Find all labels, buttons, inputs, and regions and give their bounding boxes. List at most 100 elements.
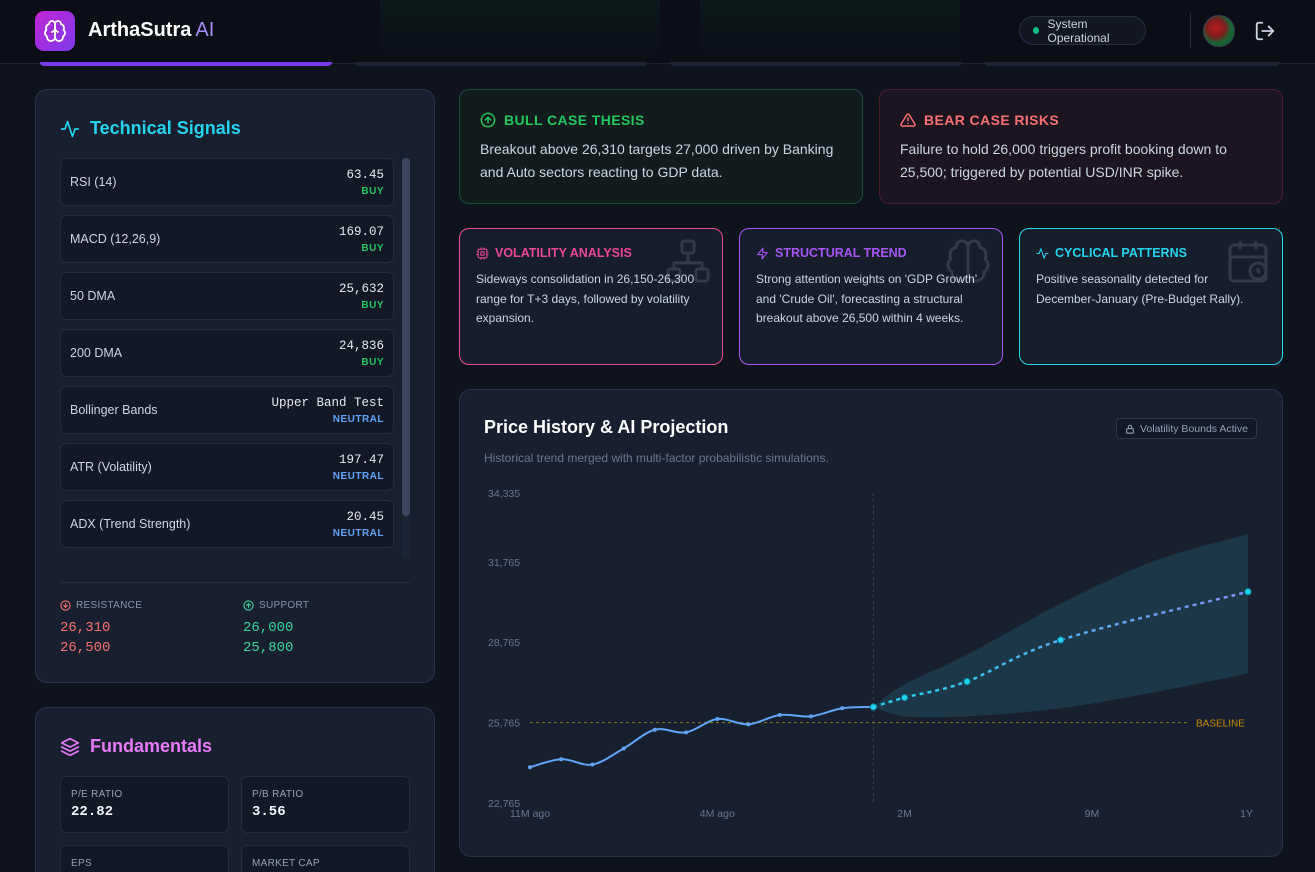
structural-title: STRUCTURAL TREND [756,246,907,260]
fundamentals-card: Fundamentals P/E RATIO 22.82 P/B RATIO 3… [35,707,435,872]
historical-point [652,727,657,732]
projection-point [869,703,878,711]
y-tick-label: 25,765 [488,718,520,730]
x-tick-label: 9M [1085,808,1100,820]
bear-title-text: BEAR CASE RISKS [924,112,1060,128]
brand-name[interactable]: ArthaSutra AI [88,19,214,42]
signal-name: 200 DMA [70,346,123,360]
signal-row[interactable]: ADX (Trend Strength) 20.45 NEUTRAL [60,500,394,548]
signal-row[interactable]: 200 DMA 24,836 BUY [60,329,394,377]
signal-tag: NEUTRAL [332,414,384,425]
price-chart[interactable]: 34,335 31,765 28,765 25,765 22,765 BASELINE 11… [460,390,1284,858]
fundamental-item: P/B RATIO 3.56 [241,776,410,833]
calendar-clock-icon [1228,241,1268,283]
resistance-label: RESISTANCE [60,600,142,611]
signal-tag: BUY [361,357,384,368]
support-value: 25,800 [243,640,294,656]
bull-case-text: Breakout above 26,310 targets 27,000 dri… [480,141,834,180]
tab-indicator [355,62,647,66]
user-avatar[interactable] [1203,15,1235,47]
cyclical-text: Positive seasonality detected for Decemb… [1036,272,1244,306]
status-text: System Operational [1047,16,1110,45]
signal-value: 169.07 [338,225,384,239]
structural-title-text: STRUCTURAL TREND [775,246,907,260]
fundamental-label: P/B RATIO [252,789,304,800]
activity-icon [1036,247,1049,259]
historical-point [684,730,689,735]
signal-name: ATR (Volatility) [70,460,152,474]
projection-point [963,677,971,686]
y-tick-label: 28,765 [488,637,520,649]
badge-text: Volatility Bounds Active [1140,422,1248,435]
signal-list[interactable]: RSI (14) 63.45 BUY MACD (12,26,9) 169.07… [60,158,412,558]
volatility-title: VOLATILITY ANALYSIS [476,246,632,260]
signal-tag: BUY [361,243,384,254]
support-value: 26,000 [243,620,294,636]
fundamental-item: MARKET CAP [241,845,410,872]
lock-icon [1126,424,1134,434]
projection-point [900,693,909,702]
resistance-value: 26,310 [60,620,111,636]
fundamental-label: MARKET CAP [252,858,320,869]
projection-point [1244,588,1252,596]
signal-row[interactable]: 50 DMA 25,632 BUY [60,272,394,320]
cyclical-title-text: CYCLICAL PATTERNS [1055,246,1187,260]
signal-scrollbar-thumb[interactable] [402,158,410,516]
brain-logo-icon[interactable] [35,11,75,51]
historical-point [840,706,845,711]
cyclical-patterns-card: CYCLICAL PATTERNS Positive seasonality d… [1019,228,1283,365]
support-label: SUPPORT [243,600,309,611]
resistance-label-text: RESISTANCE [76,600,143,611]
volatility-bounds-badge[interactable]: Volatility Bounds Active [1116,418,1257,439]
top-header: ArthaSutra AI System Operational [0,0,1315,64]
bull-title-text: BULL CASE THESIS [504,112,645,128]
projection-point [1056,636,1065,644]
signal-value: 63.45 [346,168,384,182]
historical-point [528,765,532,770]
signal-tag: BUY [361,300,384,311]
logout-icon[interactable] [1254,20,1276,42]
signal-row[interactable]: Bollinger Bands Upper Band Test NEUTRAL [60,386,394,434]
fundamental-value: 3.56 [252,804,286,820]
technical-title-text: Technical Signals [90,118,241,138]
fundamental-label: P/E RATIO [71,789,123,800]
y-tick-label: 31,765 [488,557,520,569]
technical-signals-card: Technical Signals RSI (14) 63.45 BUY MAC… [35,89,435,683]
zap-icon [757,247,768,259]
historical-point [746,722,751,727]
chart-title: Price History & AI Projection [484,417,729,437]
historical-point [808,714,813,719]
fundamentals-title: Fundamentals [60,736,212,757]
x-tick-label: 1Y [1240,808,1253,820]
volatility-text: Sideways consolidation in 26,150-26,300 … [476,272,695,325]
signal-row[interactable]: RSI (14) 63.45 BUY [60,158,394,206]
bear-case-text: Failure to hold 26,000 triggers profit b… [900,141,1227,180]
tab-indicator [40,62,332,66]
signal-name: Bollinger Bands [70,403,158,417]
signal-row[interactable]: ATR (Volatility) 197.47 NEUTRAL [60,443,394,491]
brain-icon [946,239,990,283]
brand-suffix: AI [195,19,215,41]
signal-value: 24,836 [338,339,384,353]
technical-signals-title: Technical Signals [60,118,241,139]
structural-trend-card: STRUCTURAL TREND Strong attention weight… [739,228,1003,365]
support-label-text: SUPPORT [259,600,310,611]
signal-row[interactable]: MACD (12,26,9) 169.07 BUY [60,215,394,263]
fundamentals-title-text: Fundamentals [90,736,213,756]
volatility-band [873,534,1248,718]
signal-name: RSI (14) [70,175,117,189]
structural-text: Strong attention weights on 'GDP Growth'… [756,272,978,325]
historical-point [715,717,720,722]
y-tick-label: 22,765 [488,798,520,810]
header-glow [380,0,660,64]
signal-value: 197.47 [338,453,384,467]
tab-indicator [985,62,1280,66]
system-status-badge: System Operational [1019,16,1146,45]
projection-line [873,590,1249,709]
resistance-value: 26,500 [60,640,111,656]
activity-icon [60,120,80,137]
historical-point [777,712,782,717]
signal-tag: NEUTRAL [332,471,384,482]
layers-icon [60,737,80,756]
signal-name: ADX (Trend Strength) [70,517,191,531]
